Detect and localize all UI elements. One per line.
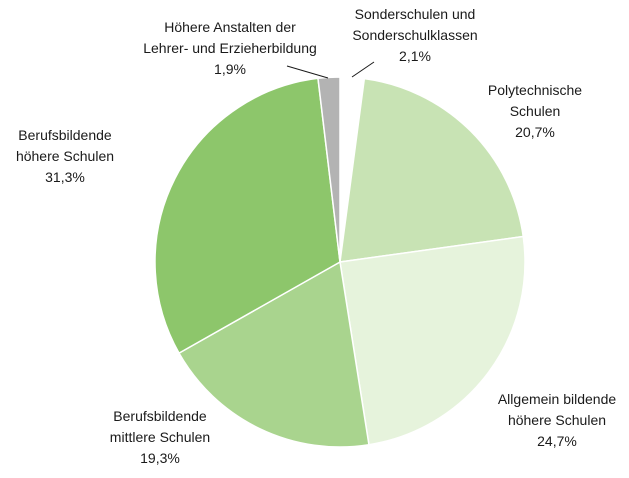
value-label: 2,1% <box>399 48 431 64</box>
value-label: 20,7% <box>515 124 555 140</box>
label-line: Berufsbildende <box>18 127 112 143</box>
category-label: Allgemein bildende höhere Schulen <box>498 391 617 428</box>
category-label: Berufsbildende höhere Schulen <box>16 127 114 164</box>
label-line: Sonderschulen und <box>355 6 476 22</box>
label-line: Höhere Anstalten der <box>164 19 296 35</box>
leader-line <box>286 65 329 79</box>
label-line: mittlere Schulen <box>110 429 210 445</box>
value-label: 24,7% <box>537 433 577 449</box>
category-label: Sonderschulen und Sonderschulklassen <box>352 6 477 43</box>
pie-slice <box>339 77 525 263</box>
value-label: 19,3% <box>140 450 180 466</box>
category-label: Berufsbildende mittlere Schulen <box>110 408 210 445</box>
label-line: Sonderschulklassen <box>352 27 477 43</box>
label-line: höhere Schulen <box>508 412 606 428</box>
pie-slice <box>339 235 526 446</box>
pie-slice <box>317 76 341 263</box>
label-line: Polytechnische <box>488 82 582 98</box>
label-line: Schulen <box>510 103 561 119</box>
label-line: höhere Schulen <box>16 148 114 164</box>
value-label: 31,3% <box>45 169 85 185</box>
category-label: Polytechnische Schulen <box>488 82 582 119</box>
leader-line <box>351 61 375 78</box>
category-label: Höhere Anstalten der Lehrer- und Erzieher… <box>143 19 317 56</box>
pie-slice <box>177 260 370 448</box>
value-label: 1,9% <box>214 61 246 77</box>
label-line: Berufsbildende <box>113 408 207 424</box>
label-line: Lehrer- und Erzieherbildung <box>143 40 317 56</box>
label-line: Allgemein bildende <box>498 391 617 407</box>
pie-slice <box>154 77 341 355</box>
